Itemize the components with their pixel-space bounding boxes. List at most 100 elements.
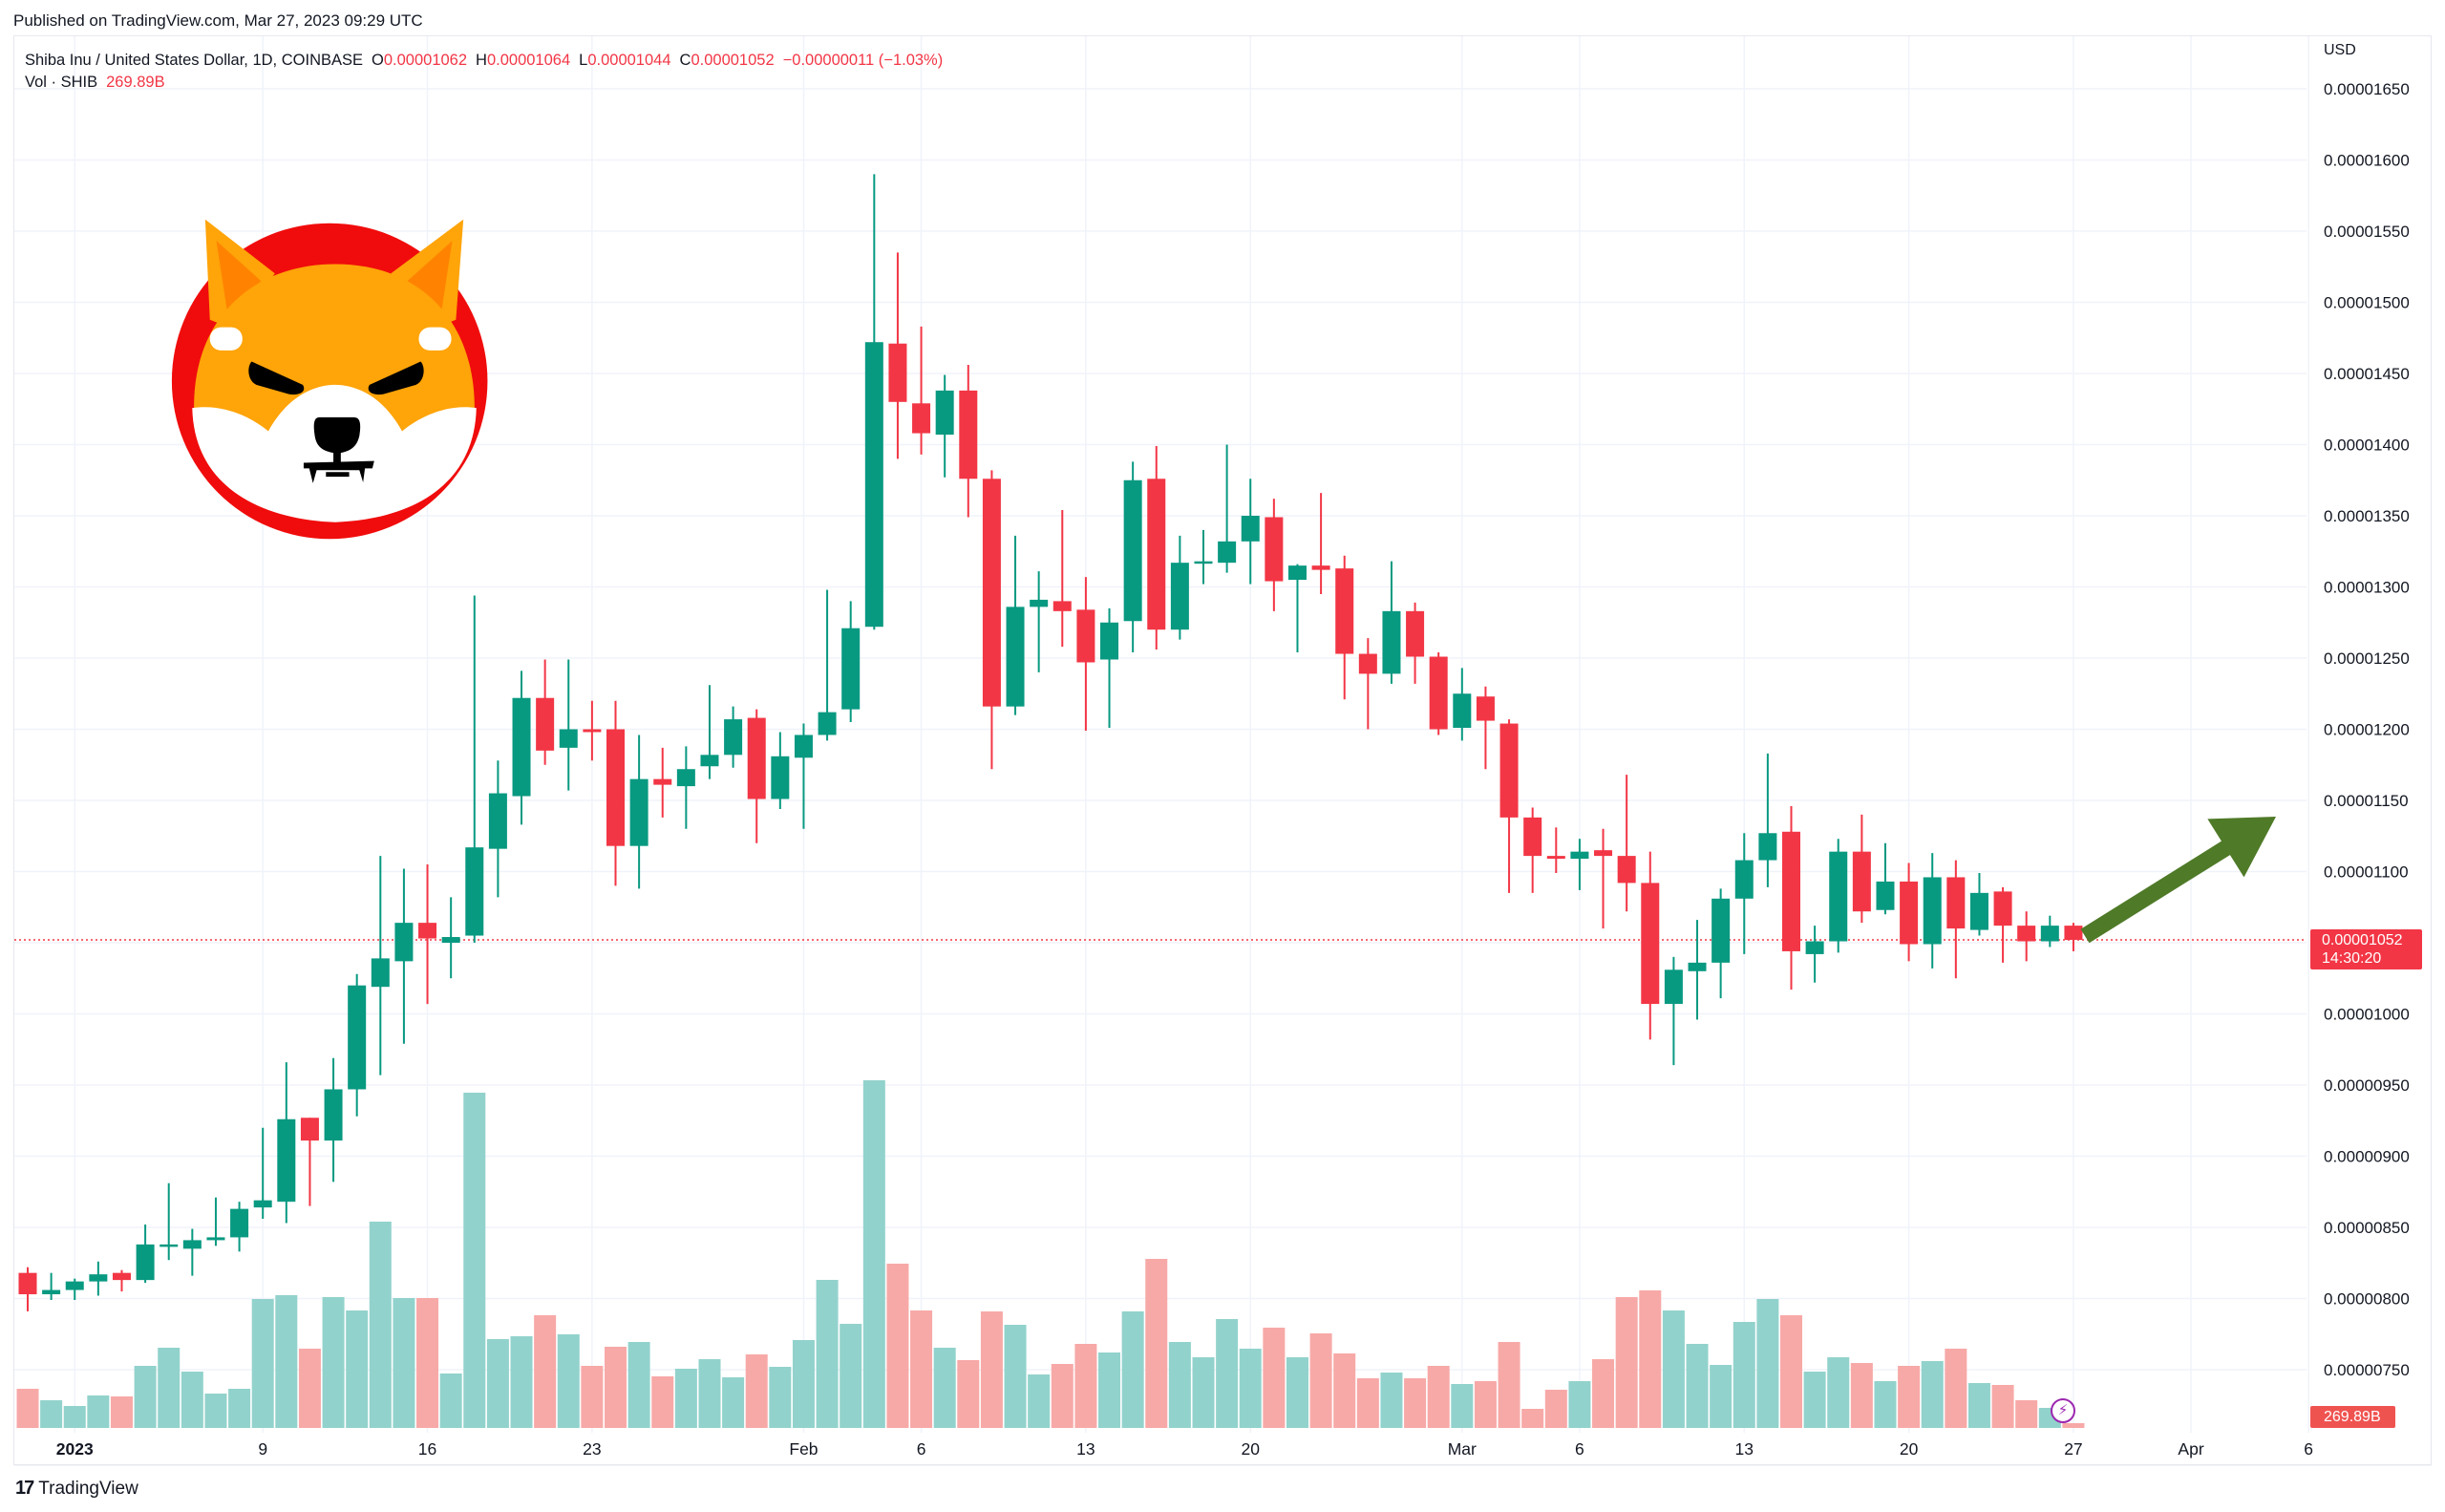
candle-body [1006,607,1025,707]
price-tick-label: 0.00001350 [2324,507,2410,525]
volume-label[interactable]: Vol · SHIB [25,74,98,91]
time-tick-label: Feb [789,1439,818,1459]
tradingview-mark-icon: 17 [15,1478,34,1499]
time-tick-label: 2023 [56,1439,94,1459]
volume-bar [110,1396,133,1428]
volume-bar [605,1347,627,1428]
candle-body [1782,831,1800,951]
volume-bar [1427,1366,1450,1428]
candle-body [1946,877,1966,929]
candle-body [1335,568,1354,654]
low-value: 0.00001044 [587,52,671,69]
volume-bar [1474,1381,1497,1428]
candle-body [418,923,437,939]
time-axis[interactable]: 2023 9 16 23 Feb 6 13 20 Mar 6 13 20 27 Apr 6 [56,1439,2313,1459]
volume-bar [439,1374,462,1428]
price-tick-label: 0.00001150 [2324,792,2409,810]
close-label: C [679,52,691,69]
candle-body [724,719,743,756]
volume-bar [1733,1322,1755,1428]
candle-body [2040,926,2059,942]
time-tick-label: 20 [1242,1439,1261,1459]
candle-body [371,958,390,988]
candle-body [1147,479,1166,630]
volume-bar [1404,1378,1427,1428]
volume-bar [1521,1409,1544,1428]
volume-bar [1216,1319,1239,1428]
candle-body [629,778,648,846]
volume-bar [1850,1363,1873,1428]
candle-body [536,697,555,751]
legend-volume-row: Vol · SHIB 269.89B [25,72,943,94]
candle-body [1617,856,1636,884]
symbol-description[interactable]: Shiba Inu / United States Dollar, 1D, CO… [25,52,364,69]
time-tick-label: 6 [917,1439,926,1459]
candle-body [935,390,954,436]
volume-bar [510,1336,533,1428]
price-tick-label: 0.00001100 [2324,863,2409,882]
legend-ohlc-row: Shiba Inu / United States Dollar, 1D, CO… [25,50,943,72]
candle-body [1969,892,1988,930]
volume-bar [486,1339,509,1428]
arrow-icon [2080,817,2276,944]
time-tick-label: 6 [1575,1439,1584,1459]
volume-bar [910,1310,933,1428]
candle-body [1076,609,1095,663]
candle-body [1382,610,1401,674]
current-price-value: 0.00001052 [2322,932,2403,948]
price-tick-label: 0.00000750 [2324,1361,2410,1379]
volume-bar [1263,1328,1286,1428]
candle-body [1241,516,1260,542]
time-tick-label: Apr [2178,1439,2203,1459]
volume-bar [463,1093,486,1428]
volume-bar [1803,1372,1826,1428]
shiba-inu-logo [171,219,488,540]
volume-bar [87,1395,110,1428]
volume-value: 269.89B [106,74,165,91]
volume-bar [204,1394,227,1428]
candle-body [324,1089,343,1141]
candle-body [982,479,1001,707]
volume-bar [1827,1357,1850,1428]
lightning-icon[interactable]: ⚡︎ [2051,1398,2075,1423]
candle-body [253,1200,272,1208]
tradingview-logo[interactable]: 17 TradingView [15,1478,138,1500]
open-label: O [372,52,384,69]
volume-bar [158,1348,181,1428]
candle-body [1453,693,1472,729]
high-value: 0.00001064 [486,52,571,69]
volume-bar [1121,1311,1144,1428]
candle-body [1923,877,1942,945]
price-axis[interactable]: 0.00001650 0.00001600 0.00001550 0.00001500… [2324,80,2410,1379]
candle-body [653,778,672,785]
candle-body [888,343,907,402]
candle-body [182,1240,202,1249]
price-tick-label: 0.00001400 [2324,437,2410,455]
candle-body [465,847,484,936]
time-tick-label: 16 [418,1439,436,1459]
volume-bar [1710,1365,1733,1428]
volume-bar [1451,1384,1474,1428]
time-tick-label: 23 [583,1439,601,1459]
candle-body [1570,851,1589,860]
volume-bar [1544,1390,1567,1428]
candle-body [1734,860,1754,899]
volume-bar [886,1264,909,1428]
candle-body [1546,856,1565,860]
chart-legend: Shiba Inu / United States Dollar, 1D, CO… [25,50,943,94]
volume-bar [1639,1290,1662,1428]
volume-bar [275,1295,298,1428]
candle-body [1218,541,1237,564]
volume-bar [1592,1359,1615,1428]
candle-body [159,1244,179,1247]
volume-bar [393,1298,415,1428]
candle-body [1358,653,1377,674]
time-tick-label: 27 [2064,1439,2082,1459]
volume-bar [369,1222,392,1428]
price-tick-label: 0.00001250 [2324,650,2410,668]
candle-body [136,1244,155,1281]
volume-bar [16,1389,39,1428]
candle-body [348,985,367,1090]
candle-body [559,729,578,748]
